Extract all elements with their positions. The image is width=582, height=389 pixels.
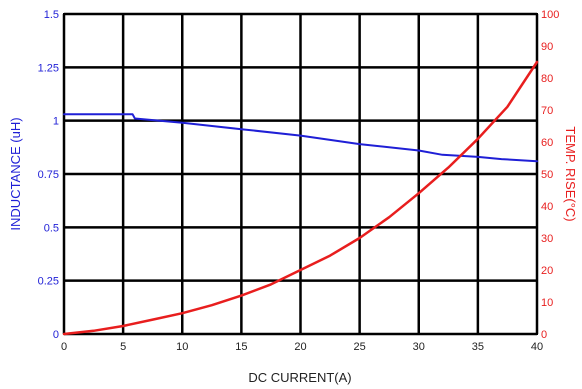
x-tick-label: 30 (413, 341, 425, 353)
temp-rise-line (62, 60, 539, 336)
x-axis-title: DC CURRENT(A) (248, 370, 351, 385)
inductance-line (63, 113, 538, 163)
right-tick-label: 60 (541, 137, 553, 149)
right-tick-label: 10 (541, 297, 553, 309)
right-tick-label: 20 (541, 265, 553, 277)
right-axis-ticks: 0 10 20 30 40 50 60 70 80 90 100 (541, 9, 559, 341)
right-tick-label: 70 (541, 105, 553, 117)
right-tick-label: 30 (541, 233, 553, 245)
left-tick-label: 1.5 (44, 9, 59, 21)
right-tick-label: 90 (541, 41, 553, 53)
right-tick-label: 40 (541, 201, 553, 213)
right-tick-label: 0 (541, 329, 547, 341)
right-tick-label: 80 (541, 73, 553, 85)
x-tick-label: 10 (176, 341, 188, 353)
series-layer (62, 60, 539, 336)
x-tick-label: 40 (531, 341, 543, 353)
left-tick-label: 0 (53, 329, 59, 341)
x-axis-ticks: 0 5 10 15 20 25 30 35 40 (61, 341, 543, 353)
x-tick-label: 20 (294, 341, 306, 353)
left-tick-label: 0.75 (38, 169, 59, 181)
left-axis-title: INDUCTANCE (uH) (8, 117, 23, 230)
right-axis-title: TEMP. RISE(°C) (563, 126, 578, 221)
left-tick-label: 0.5 (44, 222, 59, 234)
right-tick-label: 100 (541, 9, 559, 21)
left-axis-ticks: 0 0.25 0.5 0.75 1 1.25 1.5 (38, 9, 59, 341)
right-tick-label: 50 (541, 169, 553, 181)
x-tick-label: 0 (61, 341, 67, 353)
x-tick-label: 25 (354, 341, 366, 353)
left-tick-label: 1 (53, 116, 59, 128)
x-tick-label: 15 (235, 341, 247, 353)
grid (62, 12, 539, 336)
left-tick-label: 1.25 (38, 62, 59, 74)
x-tick-label: 5 (120, 341, 126, 353)
left-tick-label: 0.25 (38, 276, 59, 288)
x-tick-label: 35 (472, 341, 484, 353)
